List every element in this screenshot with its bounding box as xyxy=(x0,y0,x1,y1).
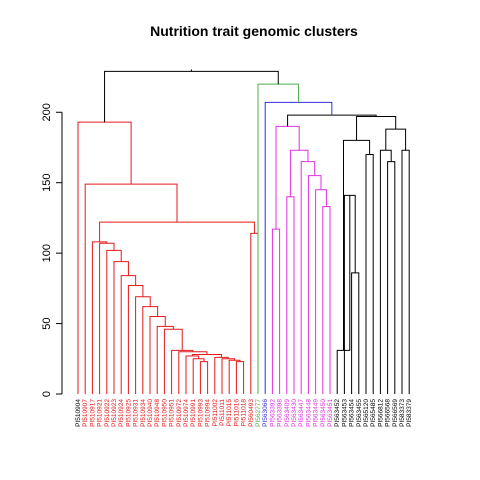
leaf-label: PI563450 xyxy=(320,399,327,427)
dendrogram-branch xyxy=(228,359,241,394)
leaf-label: PI563454 xyxy=(349,399,356,427)
dendrogram-branch xyxy=(401,149,410,394)
dendrogram-branch xyxy=(235,361,245,394)
leaf-label: PI510925 xyxy=(125,399,132,427)
dendrogram-branch xyxy=(77,121,132,394)
y-tick-label: 50 xyxy=(41,317,53,329)
leaf-label: PI510991 xyxy=(190,399,197,427)
leaf-label: PI511018 xyxy=(241,399,248,427)
dendrogram-branch xyxy=(156,325,174,394)
leaf-label: PI563066 xyxy=(262,399,269,427)
leaf-labels: PI510904 PI510907 PI510917 PI510921 PI510922… xyxy=(75,399,413,427)
dendrogram-branch xyxy=(385,128,407,151)
leaf-label: PI563398 xyxy=(277,399,284,427)
leaf-label: PI510993 xyxy=(197,399,204,427)
dendrogram-branch xyxy=(289,149,309,197)
leaf-label: PI511016 xyxy=(233,399,240,427)
dendrogram-branch xyxy=(104,70,279,123)
dendrogram-branch xyxy=(199,361,209,394)
leaf-label: PI563430 xyxy=(291,399,298,427)
dendrogram-branches xyxy=(77,69,410,394)
leaf-label: PI566568 xyxy=(385,399,392,427)
dendrogram-branch xyxy=(191,354,223,358)
leaf-label: PI511002 xyxy=(212,399,219,427)
leaf-label: PI510974 xyxy=(183,399,190,427)
dendrogram-branch xyxy=(171,349,194,394)
leaf-label: PI563451 xyxy=(327,399,334,427)
y-tick-label: 100 xyxy=(41,244,53,262)
leaf-label: PI511011 xyxy=(219,399,226,426)
dendrogram-branch xyxy=(250,232,259,394)
leaf-label: PI510921 xyxy=(97,399,104,427)
leaf-label: PI510951 xyxy=(169,399,176,427)
leaf-label: PI511015 xyxy=(226,399,233,427)
leaf-label: PI510917 xyxy=(89,399,96,427)
dendrogram-branch xyxy=(275,125,300,230)
dendrogram-branch xyxy=(351,272,360,394)
leaf-label: PI583379 xyxy=(406,399,413,427)
dendrogram-branch xyxy=(214,356,229,394)
leaf-label: PI510972 xyxy=(176,399,183,427)
leaf-label: PI510924 xyxy=(118,399,125,427)
dendrogram-branch xyxy=(120,275,137,394)
leaf-label: PI563449 xyxy=(313,399,320,427)
leaf-label: PI510931 xyxy=(133,399,140,427)
dendrogram-branch xyxy=(99,221,255,242)
dendrogram-branch xyxy=(387,161,396,394)
dendrogram-branch xyxy=(356,115,397,141)
leaf-label: PI560493 xyxy=(248,399,255,427)
leaf-label: PI510922 xyxy=(104,399,111,427)
dendrogram-branch xyxy=(99,242,115,394)
dendrogram-branch xyxy=(185,355,200,394)
leaf-label: PI510904 xyxy=(75,399,82,427)
leaf-label: PI563453 xyxy=(341,399,348,427)
leaf-label: PI510940 xyxy=(147,399,154,427)
leaf-label: PI563409 xyxy=(284,399,291,427)
leaf-label: PI510948 xyxy=(154,399,161,427)
dendrogram-branch xyxy=(322,206,331,394)
dendrogram-branch xyxy=(315,189,327,394)
dendrogram-branch xyxy=(142,306,159,394)
leaf-label: PI563392 xyxy=(269,399,276,427)
leaf-label: PI565120 xyxy=(363,399,370,427)
leaf-label: PI583373 xyxy=(399,399,406,427)
y-tick-label: 150 xyxy=(41,174,53,192)
leaf-label: PI565485 xyxy=(370,399,377,427)
leaf-label: PI510907 xyxy=(82,399,89,427)
leaf-label: PI510950 xyxy=(161,399,168,427)
dendrogram-branch xyxy=(113,261,129,394)
y-tick-label: 0 xyxy=(41,391,53,397)
leaf-label: PI562777 xyxy=(255,399,262,427)
dendrogram-branch xyxy=(365,154,374,394)
dendrogram-branch xyxy=(286,196,295,394)
dendrogram-branch xyxy=(271,228,281,394)
leaf-label: PI510923 xyxy=(111,399,118,427)
dendrogram-branch xyxy=(192,358,205,394)
dendrogram-branch xyxy=(379,149,392,394)
leaf-label: PI563455 xyxy=(356,399,363,427)
dendrogram-branch xyxy=(91,241,108,394)
dendrogram-branch xyxy=(264,101,333,394)
y-axis: 0 50 100 150 200 xyxy=(41,103,63,397)
leaf-label: PI510994 xyxy=(205,399,212,427)
leaf-label: PI563447 xyxy=(298,399,305,427)
leaf-label: PI563452 xyxy=(334,399,341,427)
leaf-label: PI566812 xyxy=(377,399,384,427)
chart-title: Nutrition trait genomic clusters xyxy=(150,23,358,39)
dendrogram-branch xyxy=(307,175,322,394)
dendrogram-branch xyxy=(84,183,178,394)
dendrogram-branch xyxy=(149,316,166,394)
leaf-label: PI566569 xyxy=(392,399,399,427)
y-tick-label: 200 xyxy=(41,103,53,121)
dendrogram-branch xyxy=(257,83,300,394)
dendrogram-branch xyxy=(163,328,183,394)
leaf-label: PI563448 xyxy=(305,399,312,427)
dendrogram-branch xyxy=(221,358,236,394)
leaf-label: PI510934 xyxy=(140,399,147,427)
dendrogram-branch xyxy=(343,139,371,351)
